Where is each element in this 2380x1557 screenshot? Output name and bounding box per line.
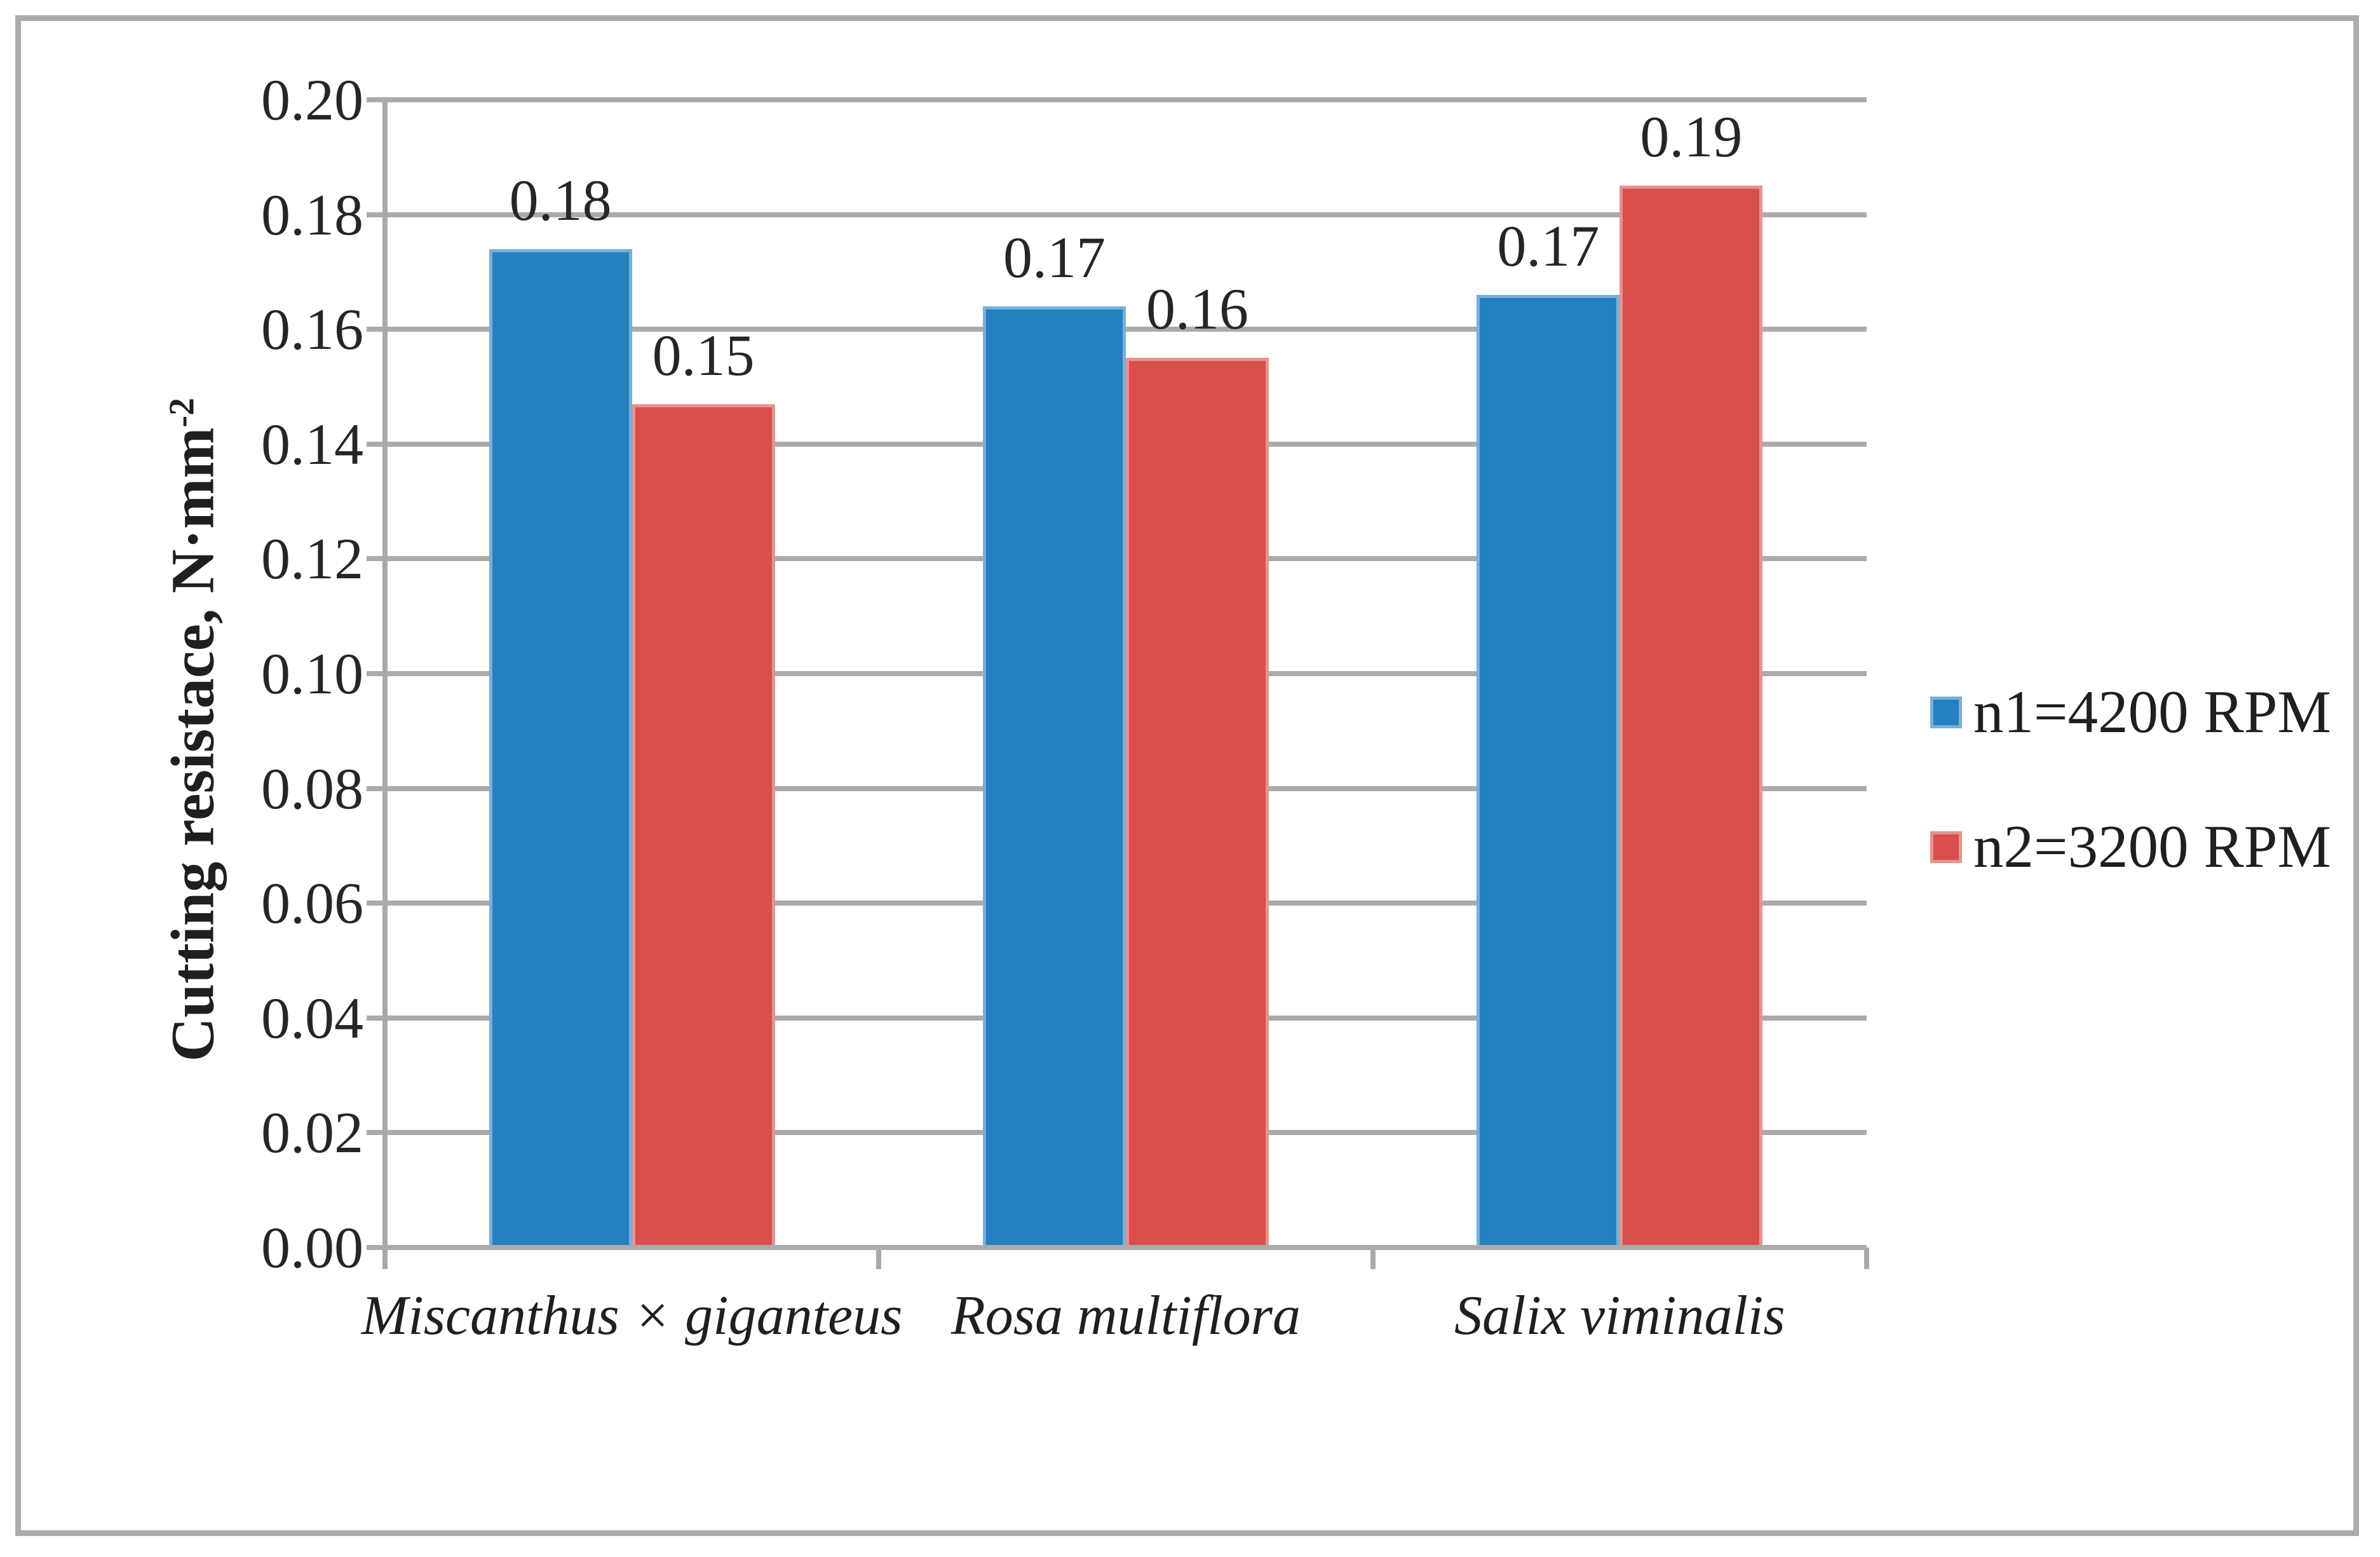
legend-item-n2: n2=3200 RPM: [1930, 817, 2331, 877]
y-axis-title-main: Cutting resistace, N·mm: [158, 427, 227, 1062]
category-label-1: Rosa multiflora: [950, 1285, 1301, 1347]
gridline-0.00: [367, 1245, 1867, 1250]
legend-label-n1: n1=4200 RPM: [1973, 678, 2331, 745]
y-tick-label-0.16: 0.16: [261, 297, 363, 362]
y-tick-label-0.04: 0.04: [261, 985, 363, 1050]
legend-label-n2: n2=3200 RPM: [1973, 813, 2331, 880]
x-axis-tick-2: [1370, 1248, 1376, 1269]
bar-n2-2: [1619, 186, 1763, 1246]
y-tick-label-0.10: 0.10: [261, 641, 363, 706]
bar-label-n2-2: 0.19: [1640, 104, 1743, 170]
y-axis-line: [382, 97, 388, 1269]
y-tick-label-0.18: 0.18: [261, 182, 363, 247]
gridline-0.18: [367, 212, 1867, 217]
y-tick-label-0.14: 0.14: [261, 411, 363, 477]
bar-label-n1-1: 0.17: [1003, 225, 1105, 290]
x-axis-tick-1: [876, 1248, 882, 1269]
legend-swatch-n2-icon: [1930, 831, 1962, 863]
gridline-0.20: [367, 97, 1867, 102]
y-tick-label-0.06: 0.06: [261, 871, 363, 936]
category-label-0: Miscanthus × giganteus: [361, 1285, 903, 1347]
legend-item-n1: n1=4200 RPM: [1930, 682, 2331, 742]
y-axis-title-text: Cutting resistace, N·mm-2: [143, 221, 233, 1238]
y-tick-label-0.08: 0.08: [261, 756, 363, 821]
bar-n2-0: [632, 404, 775, 1246]
y-tick-label-0.20: 0.20: [261, 67, 363, 132]
bar-n1-0: [489, 248, 632, 1246]
bar-n2-1: [1126, 358, 1269, 1246]
bar-label-n1-2: 0.17: [1497, 214, 1600, 279]
y-tick-label-0.02: 0.02: [261, 1100, 363, 1166]
y-tick-label-0.12: 0.12: [261, 526, 363, 592]
bar-label-n2-1: 0.16: [1146, 276, 1248, 342]
category-label-2: Salix viminalis: [1454, 1285, 1785, 1347]
y-tick-label-0.00: 0.00: [261, 1215, 363, 1280]
bar-label-n2-0: 0.15: [652, 322, 755, 388]
legend-swatch-n1-icon: [1930, 696, 1962, 728]
bar-n1-2: [1477, 295, 1620, 1246]
x-axis-tick-3: [1864, 1248, 1869, 1269]
bar-n1-1: [983, 306, 1126, 1246]
bar-label-n1-0: 0.18: [509, 167, 612, 233]
